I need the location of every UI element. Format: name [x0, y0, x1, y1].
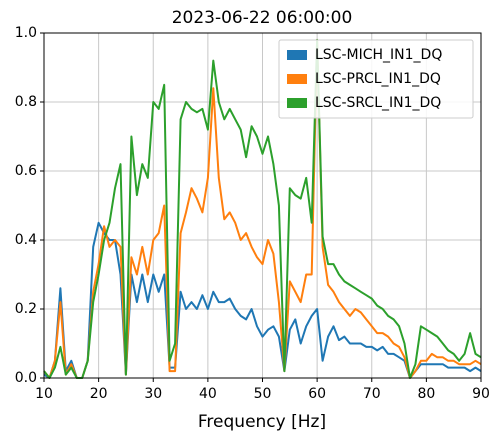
legend-label: LSC-SRCL_IN1_DQ	[315, 95, 441, 111]
x-tick-label: 80	[417, 386, 435, 402]
line-series	[43, 38, 482, 379]
y-tick-label: 0.2	[15, 301, 37, 317]
y-tick-label: 0.8	[15, 94, 37, 110]
y-tick-label: 1.0	[15, 25, 37, 41]
x-tick-label: 40	[199, 386, 217, 402]
x-axis-label: Frequency [Hz]	[198, 412, 326, 432]
y-tick-label: 0.6	[15, 163, 37, 179]
x-tick-label: 90	[472, 386, 490, 402]
legend-swatch	[287, 98, 307, 108]
x-tick-label: 30	[144, 386, 162, 402]
y-tick-label: 0.0	[15, 370, 37, 386]
x-tick-label: 70	[363, 386, 381, 402]
x-tick-label: 10	[35, 386, 53, 402]
chart-title: 2023-06-22 06:00:00	[172, 8, 353, 28]
y-tick-label: 0.4	[15, 232, 37, 248]
legend-box	[278, 39, 474, 119]
x-tick-label: 20	[90, 386, 108, 402]
legend-label: LSC-PRCL_IN1_DQ	[315, 71, 441, 87]
legend-swatch	[287, 74, 307, 84]
x-tick-label: 50	[254, 386, 272, 402]
legend-label: LSC-MICH_IN1_DQ	[315, 47, 442, 63]
plot-frame	[43, 32, 482, 379]
x-tick-label: 60	[308, 386, 326, 402]
legend-swatch	[287, 50, 307, 60]
